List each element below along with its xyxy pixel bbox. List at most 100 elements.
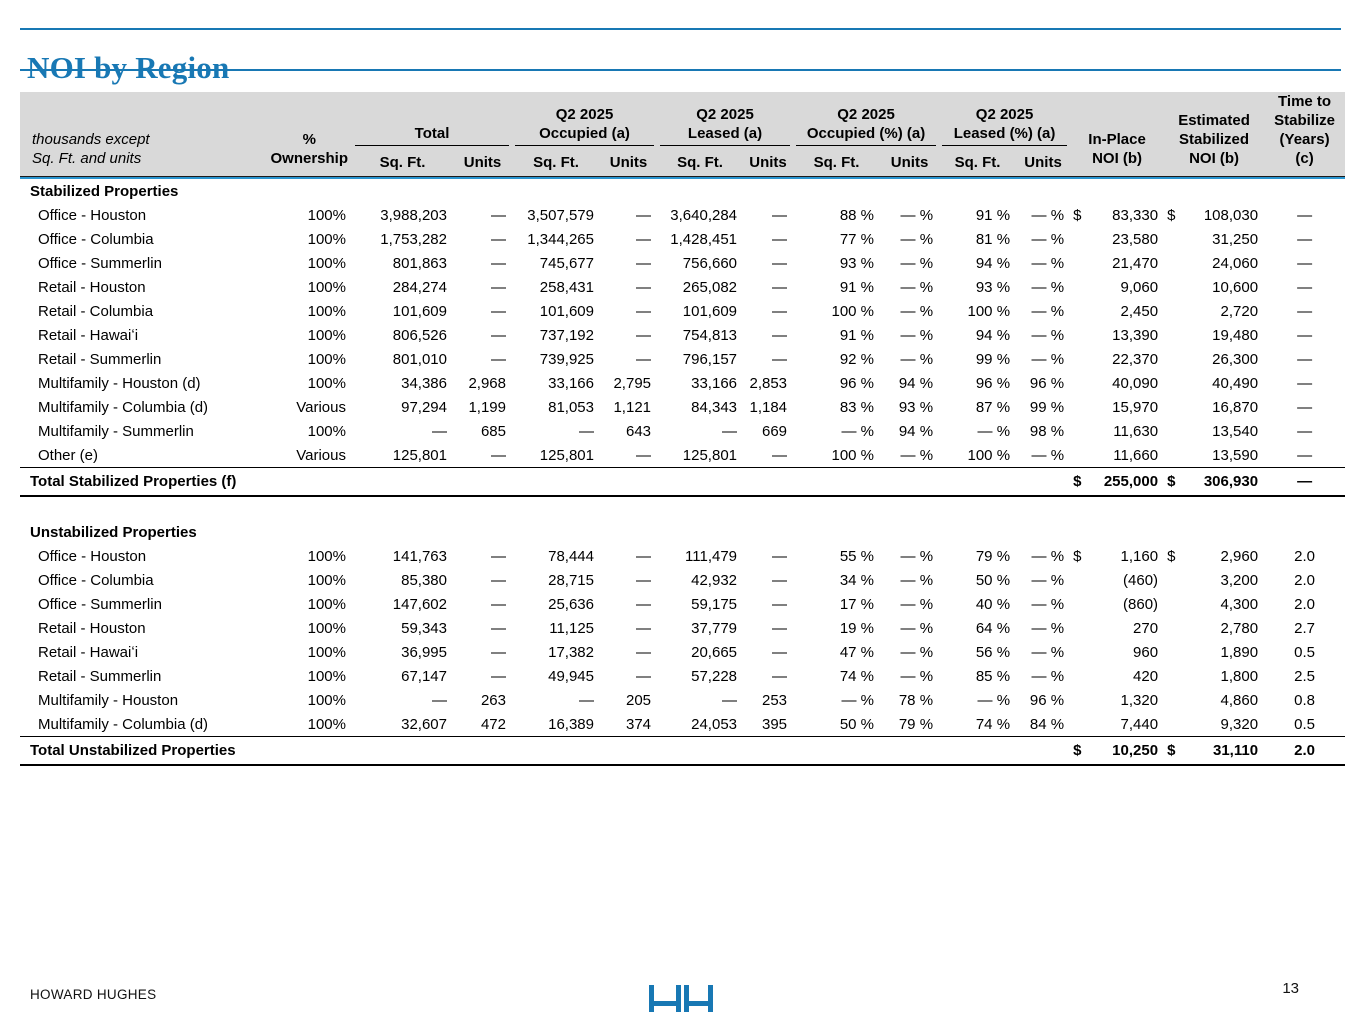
hh-logo-icon (649, 985, 713, 1012)
header-inplace-noi: In-Place NOI (b) (1070, 92, 1165, 177)
cell: 801,863 (392, 254, 447, 272)
time-cell: — (1297, 374, 1313, 392)
cell: — (772, 571, 788, 589)
cell: 92 % (839, 350, 875, 368)
cell: 94 % (898, 422, 934, 440)
estimated-noi-cell: 1,800 (1220, 667, 1259, 685)
cell: 3,640,284 (670, 206, 738, 224)
table-row: Retail - Summerlin 100% 67,147 — 49,945 — 57,2… (20, 664, 1345, 688)
cell: 37,779 (691, 619, 738, 637)
cell: 739,925 (539, 350, 594, 368)
cell: 74 % (975, 715, 1011, 733)
row-label: Multifamily - Houston (d) (38, 374, 201, 392)
cell: — % (977, 691, 1011, 709)
cell: 284,274 (392, 278, 447, 296)
cell: 125,801 (392, 446, 447, 464)
cell: 78 % (898, 691, 934, 709)
cell: 40 % (975, 595, 1011, 613)
total-row: Total Unstabilized Properties $10,250 $31,… (20, 736, 1346, 766)
row-label: Retail - Houston (38, 278, 146, 296)
inplace-noi-cell: 21,470 (1112, 254, 1159, 272)
cell: 94 % (975, 254, 1011, 272)
table-row: Multifamily - Houston (d) 100% 34,386 2,968… (20, 371, 1345, 395)
cell: 94 % (975, 326, 1011, 344)
time-cell: 0.5 (1294, 715, 1315, 733)
cell: — % (900, 206, 934, 224)
cell: — % (1031, 643, 1065, 661)
header-group-2: Q2 2025 Leased (a) (657, 92, 794, 146)
cell: — (772, 326, 788, 344)
table-row: Retail - Hawaiʻi 100% 36,995 — 17,382 — 20,665… (20, 640, 1345, 664)
inplace-noi-cell: (860) (1123, 595, 1159, 613)
cell: 93 % (898, 398, 934, 416)
ownership-cell: 100% (307, 278, 346, 296)
time-total: — (1264, 467, 1346, 497)
time-cell: — (1297, 350, 1313, 368)
estimated-noi-cell: 13,540 (1212, 422, 1259, 440)
estimated-noi-total: $31,110 (1164, 736, 1265, 766)
ownership-cell: 100% (307, 230, 346, 248)
header-group-1: Q2 2025 Occupied (a) (512, 92, 658, 146)
estimated-noi-cell: $108,030 (1167, 206, 1259, 224)
cell: 87 % (975, 398, 1011, 416)
inplace-noi-cell: 270 (1133, 619, 1159, 637)
cell: — (491, 446, 506, 464)
table-row: Office - Summerlin 100% 801,863 — 745,677 — 75… (20, 251, 1345, 275)
row-label: Retail - Hawaiʻi (38, 643, 139, 661)
cell: — (491, 619, 506, 637)
estimated-noi-cell: 31,250 (1212, 230, 1259, 248)
header-sub: Sq. Ft. (512, 145, 600, 177)
cell: 472 (480, 715, 506, 733)
time-cell: 0.8 (1294, 691, 1315, 709)
cell: 19 % (839, 619, 875, 637)
cell: — % (1031, 302, 1065, 320)
time-cell: — (1297, 206, 1313, 224)
cell: — (636, 254, 652, 272)
cell: — % (900, 571, 934, 589)
total-label: Total Stabilized Properties (f) (20, 467, 1071, 497)
cell: 756,660 (682, 254, 738, 272)
table-row: Office - Houston 100% 141,763 — 78,444 — 111,4… (20, 544, 1345, 568)
inplace-noi-cell: $83,330 (1073, 206, 1159, 224)
time-cell: — (1297, 422, 1313, 440)
cell: — (772, 643, 788, 661)
estimated-noi-cell: 26,300 (1212, 350, 1259, 368)
cell: 64 % (975, 619, 1011, 637)
cell: 74 % (839, 667, 875, 685)
row-label: Office - Houston (38, 547, 147, 565)
cell: 100 % (967, 446, 1011, 464)
cell: — (491, 547, 506, 565)
inplace-noi-cell: 11,630 (1113, 422, 1159, 440)
estimated-noi-cell: 9,320 (1220, 715, 1259, 733)
cell: 801,010 (392, 350, 447, 368)
cell: — (491, 643, 506, 661)
cell: 643 (625, 422, 652, 440)
inplace-noi-cell: 1,320 (1120, 691, 1159, 709)
cell: — (636, 326, 652, 344)
table-row: Retail - Columbia 100% 101,609 — 101,609 — 101… (20, 299, 1345, 323)
ownership-cell: 100% (307, 715, 346, 733)
header-sub: Sq. Ft. (352, 145, 453, 177)
inplace-noi-cell: 960 (1133, 643, 1159, 661)
page-title: NOI by Region (27, 49, 230, 85)
table-row: Office - Columbia 100% 85,380 — 28,715 — 42,93… (20, 568, 1345, 592)
time-cell: — (1297, 278, 1313, 296)
cell: 32,607 (401, 715, 447, 733)
cell: — % (1031, 230, 1065, 248)
cell: 395 (762, 715, 788, 733)
time-cell: 2.5 (1294, 667, 1315, 685)
inplace-noi-cell: 40,090 (1112, 374, 1159, 392)
table-row: Office - Summerlin 100% 147,602 — 25,636 — 59,… (20, 592, 1345, 616)
time-cell: 2.7 (1294, 619, 1315, 637)
cell: — (432, 422, 447, 440)
time-cell: 2.0 (1294, 595, 1315, 613)
cell: 59,343 (401, 619, 447, 637)
cell: 205 (625, 691, 652, 709)
table-header: thousands except Sq. Ft. and units% Owners… (20, 92, 1346, 177)
header-sub: Sq. Ft. (939, 145, 1017, 177)
cell: 125,801 (682, 446, 738, 464)
cell: 99 % (975, 350, 1011, 368)
cell: — (636, 206, 652, 224)
row-label: Multifamily - Columbia (d) (38, 715, 209, 733)
cell: — (772, 302, 788, 320)
